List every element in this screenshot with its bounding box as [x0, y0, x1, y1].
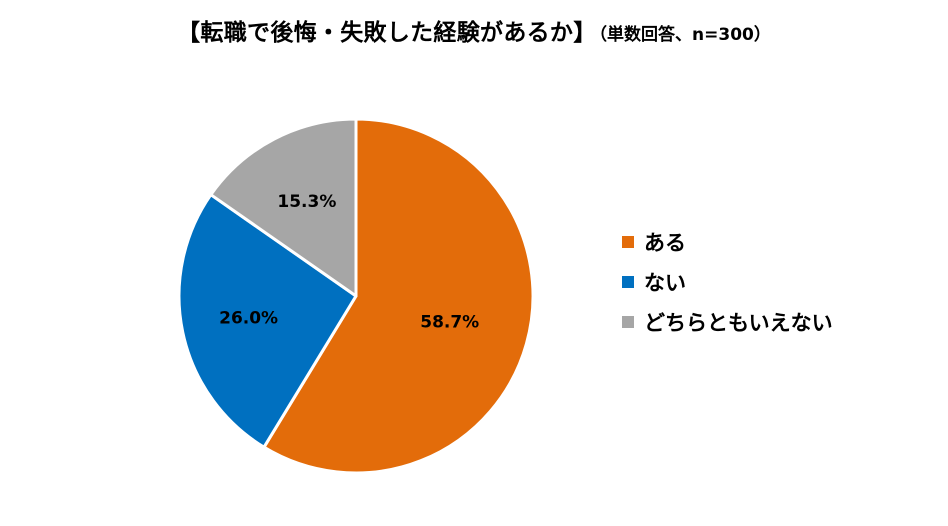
legend: あるないどちらともいえない: [622, 222, 833, 342]
legend-label-2: ない: [644, 271, 686, 295]
data-label-2: 26.0%: [219, 309, 278, 329]
chart-title: 【転職で後悔・失敗した経験があるか】 （単数回答、n=300）: [0, 22, 948, 45]
legend-item-2: ない: [622, 262, 833, 302]
legend-item-3: どちらともいえない: [622, 302, 833, 342]
chart-title-sub: （単数回答、n=300）: [598, 25, 771, 45]
chart-title-main: 【転職で後悔・失敗した経験があるか】: [177, 20, 597, 46]
legend-swatch-3: [622, 316, 634, 328]
legend-item-1: ある: [622, 222, 833, 262]
pie-slice-3: [209, 117, 358, 298]
data-label-1: 58.7%: [420, 312, 479, 332]
pie-slice-2: [177, 193, 358, 449]
legend-swatch-1: [622, 236, 634, 248]
pie-slice-1: [262, 117, 535, 475]
data-label-3: 15.3%: [277, 192, 336, 212]
legend-swatch-2: [622, 276, 634, 288]
legend-label-1: ある: [644, 231, 686, 255]
legend-label-3: どちらともいえない: [644, 311, 833, 335]
